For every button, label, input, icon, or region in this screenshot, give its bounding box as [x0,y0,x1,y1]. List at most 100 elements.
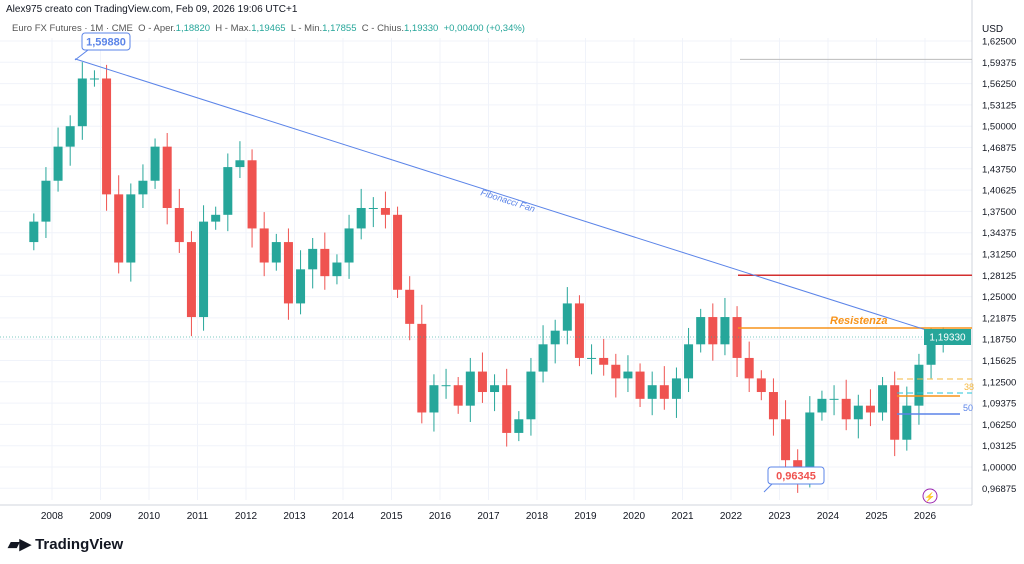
candle-body [865,405,875,413]
y-tick-label: 1,28125 [982,271,1016,282]
candle-body [405,289,415,324]
resistance-label: Resistenza [830,315,887,327]
candle-body [684,344,694,379]
x-tick-label: 2024 [817,511,840,522]
x-tick-label: 2025 [865,511,888,522]
candle-body [186,242,196,318]
price-chart[interactable]: 2008 2009 2010 2011 2012 2013 2014 2015 2016 2017… [0,0,1024,530]
candle-body [623,371,633,379]
fibonacci-fan-label: Fibonacci Fan [479,187,536,214]
candle-body [829,398,839,400]
candle-body [296,269,306,304]
ohlc-legend: Euro FX Futures · 1M · CME O - Aper.1,18… [12,23,525,34]
candle-body [696,317,706,345]
candle-body [356,207,366,229]
last-price-tag [924,329,971,345]
candle-body [720,317,730,345]
x-tick-label: 2008 [41,511,64,522]
candle-body [805,412,815,474]
y-tick-label: 1,03125 [982,441,1016,452]
low-label: L - Min. [290,23,323,34]
candle-body [29,221,39,243]
y-tick-label: 1,18750 [982,335,1016,346]
candle-body [744,357,754,379]
candle-body [393,214,403,290]
candle-body [781,419,791,461]
candle-body [732,317,742,358]
candle-body [271,242,281,263]
x-tick-label: 2026 [914,511,937,522]
candle-body [465,371,475,406]
candle-body [659,385,669,399]
fib-38-label: 38 [964,382,974,392]
candle-body [768,392,778,420]
lightning-icon: ⚡ [924,491,935,503]
y-tick-label: 1,53125 [982,100,1016,111]
y-tick-label: 1,34375 [982,228,1016,239]
candle-body [647,385,657,399]
y-tick-label: 1,62500 [982,37,1016,48]
candle-body [817,398,827,413]
candle-body [574,303,584,358]
y-tick-label: 1,31250 [982,250,1016,261]
close-label: C - Chius. [361,23,404,34]
x-tick-label: 2017 [477,511,500,522]
candle-body [526,371,536,420]
candle-body [902,405,912,440]
candle-body [259,228,269,263]
y-tick-label: 1,46875 [982,143,1016,154]
candle-body [308,248,318,270]
y-tick-label: 1,37500 [982,207,1016,218]
y-tick-label: 1,15625 [982,356,1016,367]
candle-body [211,214,221,222]
x-tick-label: 2015 [380,511,403,522]
candle-body [162,146,172,208]
candle-body [247,160,257,229]
low-callout-pointer [763,483,773,493]
candle-body [150,146,160,181]
candle-body [344,228,354,263]
y-tick-label: 1,59375 [982,58,1016,69]
currency-label: USD [982,24,1004,35]
low-callout-label: 0,96345 [776,471,816,483]
candle-body [514,419,524,433]
candle-body [320,248,330,277]
candle-body [490,385,500,393]
y-tick-label: 1,06250 [982,420,1016,431]
x-tick-label: 2022 [720,511,743,522]
x-tick-label: 2018 [526,511,549,522]
candle-body [477,371,487,393]
candle-body [89,78,99,80]
low-value: 1,17855 [322,23,357,34]
candle-body [853,405,863,420]
candle-body [368,207,378,209]
candle-body [890,385,900,440]
candle-body [671,378,681,399]
chart-credit: Alex975 creato con TradingView.com, Feb … [6,4,298,15]
candle-body [708,317,718,345]
y-tick-label: 0,96875 [982,484,1016,495]
candle-body [41,180,51,222]
x-tick-label: 2021 [671,511,694,522]
tradingview-logo[interactable]: ▰▶ TradingView [8,535,123,554]
candle-body [235,160,245,168]
candle-body [635,371,645,399]
candle-body [562,303,572,331]
x-tick-label: 2010 [138,511,161,522]
candle-body [611,364,621,379]
high-callout [81,32,131,51]
high-label: H - Max. [215,23,252,34]
y-tick-label: 1,50000 [982,122,1016,133]
candle-body [332,262,342,277]
candle-body [65,126,75,147]
fibonacci-fan-line [74,58,943,336]
candle-body [429,385,439,413]
fib-50-label: 50 [963,403,973,413]
candle-body [53,146,63,181]
y-tick-label: 1,43750 [982,164,1016,175]
candle-body [587,357,597,359]
candle-body [126,194,136,263]
y-tick-label: 1,21875 [982,313,1016,324]
high-value: 1,19465 [251,23,286,34]
candle-body [417,323,427,413]
